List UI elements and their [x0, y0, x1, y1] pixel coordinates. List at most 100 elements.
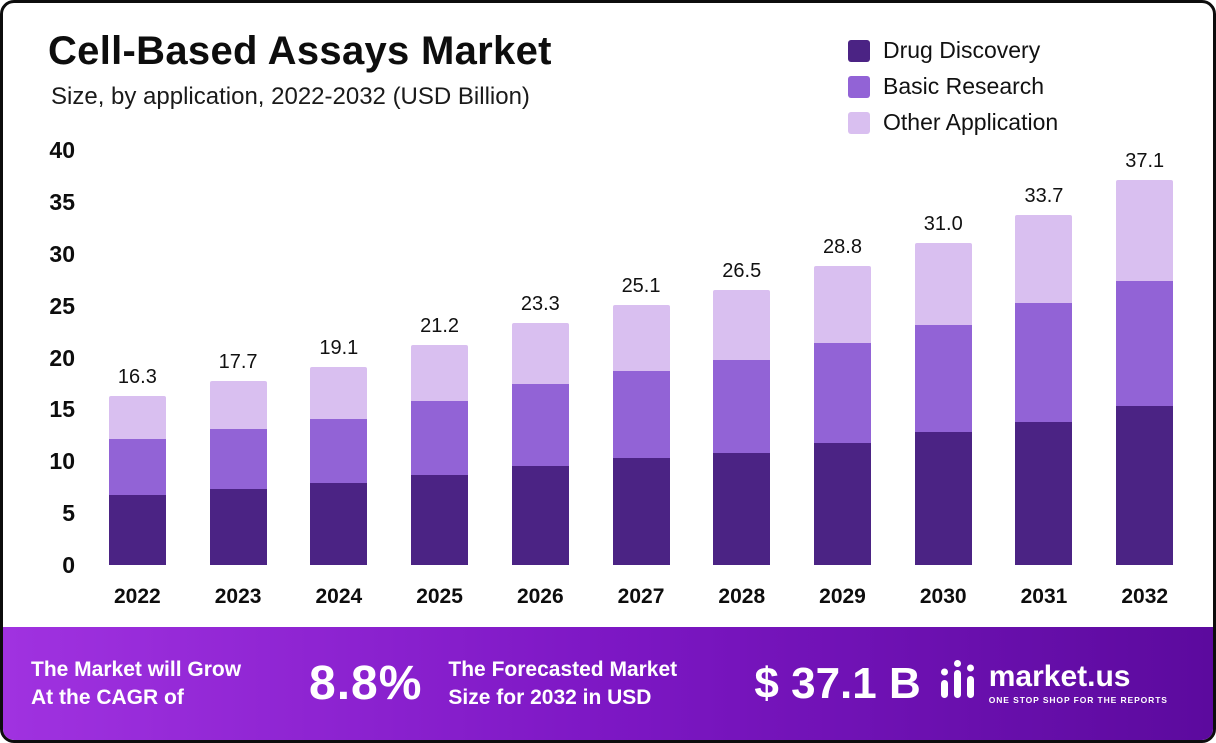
x-axis-label: 2027 — [617, 585, 665, 608]
x-axis-label: 2024 — [315, 585, 363, 608]
bar-segment-drug-discovery — [1015, 421, 1073, 565]
bar-segment-basic-research — [511, 384, 569, 467]
y-axis-tick-label: 20 — [49, 344, 75, 371]
bar-segment-basic-research — [914, 325, 972, 433]
legend-swatch — [848, 39, 870, 62]
bar-stack — [209, 381, 267, 565]
x-axis-label: 2030 — [919, 585, 967, 608]
bar-stack — [1015, 215, 1073, 565]
bar-total-label: 23.3 — [520, 293, 560, 316]
cagr-caption: The Market will Grow At the CAGR of — [31, 656, 303, 711]
bar-group: 31.0 — [893, 213, 994, 565]
legend-item: Basic Research — [848, 73, 1058, 100]
x-axis-label: 2032 — [1121, 585, 1169, 608]
page-subtitle: Size, by application, 2022-2032 (USD Bil… — [51, 83, 530, 110]
bar-segment-other-application — [511, 323, 569, 385]
legend-item: Other Application — [848, 109, 1058, 136]
legend-label: Drug Discovery — [883, 37, 1041, 63]
bar-segment-basic-research — [713, 359, 771, 453]
bar-segment-basic-research — [612, 370, 670, 459]
bar-total-label: 31.0 — [923, 213, 963, 236]
plot-area: 0 5 10 15 20 25 30 35 40 16.3 17.7 19.1 21.2 23.3 25.… — [27, 137, 1195, 578]
bar-total-label: 37.1 — [1125, 150, 1165, 173]
bar-segment-basic-research — [1015, 302, 1073, 422]
bar-segment-drug-discovery — [914, 432, 972, 565]
bar-total-label: 16.3 — [117, 366, 157, 388]
bar-group: 37.1 — [1094, 150, 1195, 565]
cagr-caption-line1: The Market will Grow — [31, 658, 242, 682]
x-axis-label: 2023 — [214, 585, 262, 608]
bar-stack — [511, 323, 569, 565]
legend: Drug Discovery Basic Research Other Applic… — [848, 37, 1058, 136]
bar-total-label: 21.2 — [420, 315, 460, 338]
legend-label: Basic Research — [883, 73, 1045, 99]
bar-stack — [108, 396, 166, 565]
x-axis-label: 2026 — [516, 585, 564, 608]
bar-segment-other-application — [209, 381, 267, 430]
bar-group: 33.7 — [994, 185, 1095, 565]
bar-total-label: 33.7 — [1024, 185, 1064, 208]
y-axis-tick-label: 40 — [49, 137, 75, 163]
bars-area: 16.3 17.7 19.1 21.2 23.3 25.1 26.5 28.8 31.0 33.7… — [87, 150, 1195, 565]
bar-segment-basic-research — [108, 438, 166, 495]
bar-segment-drug-discovery — [511, 466, 569, 565]
bar-total-label: 25.1 — [621, 274, 661, 297]
bar-segment-basic-research — [310, 418, 368, 483]
x-axis-label: 2031 — [1020, 585, 1068, 608]
bar-total-label: 28.8 — [823, 236, 862, 259]
chart-header: Cell-Based Assays Market Size, by applic… — [48, 29, 552, 111]
x-axis-label: 2029 — [819, 585, 866, 608]
bar-group: 16.3 — [87, 366, 188, 565]
legend-swatch — [848, 75, 870, 98]
cagr-caption-line2: At the CAGR of — [31, 685, 184, 709]
bar-segment-drug-discovery — [411, 474, 469, 565]
legend-item: Drug Discovery — [848, 37, 1058, 64]
bar-total-label: 19.1 — [319, 336, 359, 359]
brand-name: market.us — [988, 660, 1131, 693]
bar-segment-other-application — [713, 290, 771, 360]
bar-segment-drug-discovery — [713, 452, 771, 565]
forecast-caption: The Forecasted Market Size for 2032 in U… — [448, 656, 748, 711]
bar-stack — [814, 266, 871, 565]
bar-group: 19.1 — [288, 337, 389, 565]
bar-total-label: 26.5 — [722, 260, 762, 283]
bar-stack — [914, 243, 972, 565]
y-axis-tick-label: 10 — [49, 448, 75, 475]
brand-lockup: market.us ONE STOP SHOP FOR THE REPORTS — [935, 658, 1168, 709]
forecast-caption-line1: The Forecasted Market — [448, 658, 678, 682]
y-axis: 0 5 10 15 20 25 30 35 40 — [27, 137, 87, 578]
x-axis: 2022 2023 2024 2025 2026 2027 2028 2029 2030 2031… — [87, 585, 1195, 609]
bar-stack — [310, 366, 368, 565]
bar-stack — [612, 304, 670, 565]
bar-group: 26.5 — [691, 260, 792, 565]
bar-segment-other-application — [310, 366, 368, 419]
bar-segment-basic-research — [1116, 280, 1174, 407]
legend-swatch — [848, 111, 870, 134]
y-axis-tick-label: 15 — [49, 396, 75, 423]
bar-segment-other-application — [411, 345, 469, 402]
bar-segment-basic-research — [814, 343, 871, 443]
bar-segment-drug-discovery — [814, 442, 871, 565]
bar-segment-drug-discovery — [1116, 406, 1174, 565]
legend-label: Other Application — [883, 109, 1059, 135]
bar-group: 23.3 — [490, 293, 591, 565]
bar-stack — [411, 345, 469, 565]
bar-segment-drug-discovery — [108, 494, 166, 565]
bar-segment-other-application — [612, 304, 670, 371]
brand-tagline: ONE STOP SHOP FOR THE REPORTS — [988, 695, 1168, 705]
y-axis-tick-label: 30 — [49, 240, 75, 267]
bar-group: 25.1 — [591, 275, 692, 565]
forecast-value: $ 37.1 B — [754, 658, 921, 708]
bar-group: 21.2 — [389, 315, 490, 565]
bar-segment-drug-discovery — [310, 483, 368, 565]
bar-stack — [1116, 180, 1174, 565]
marketus-logo-icon — [935, 658, 981, 709]
brand-text: market.us ONE STOP SHOP FOR THE REPORTS — [988, 660, 1168, 706]
bar-segment-basic-research — [411, 401, 469, 475]
y-axis-tick-label: 25 — [49, 292, 75, 319]
bar-stack — [713, 290, 771, 565]
stacked-bar-chart: 0 5 10 15 20 25 30 35 40 16.3 17.7 19.1 21.2 23.3 25.… — [27, 137, 1195, 609]
bar-group: 28.8 — [792, 236, 893, 565]
cagr-value: 8.8% — [309, 657, 423, 710]
